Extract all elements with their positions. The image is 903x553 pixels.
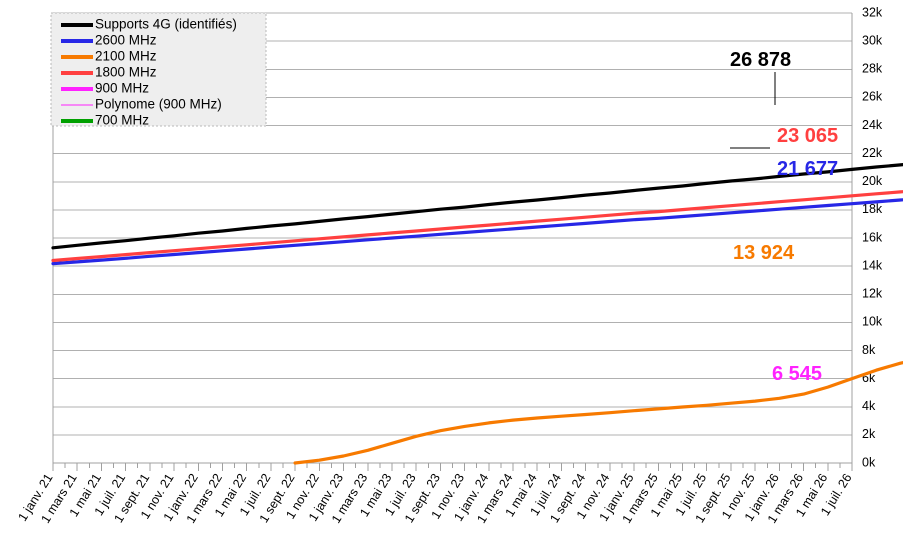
gridlines [53,12,852,464]
y-tick-label: 20k [862,174,883,188]
legend-item-3[interactable]: 1800 MHz [61,65,157,80]
legend-item-2[interactable]: 2100 MHz [61,49,157,64]
value-label-2: 13 924 [733,242,795,264]
value-label-0: 26 878 [730,49,791,71]
y-tick-label: 8k [862,343,876,357]
y-tick-label: 14k [862,258,883,272]
legend-background [50,12,267,127]
y-tick-label: 16k [862,230,883,244]
y-tick-label: 26k [862,90,883,104]
y-tick-label: 22k [862,146,883,160]
y-tick-label: 10k [862,315,883,329]
legend-item-0[interactable]: Supports 4G (identifiés) [61,17,237,32]
value-label-3: 23 065 [777,125,838,147]
series-value-labels: 26 878 21 677 13 924 23 065 6 545 [730,49,838,385]
legend-label-2: 2100 MHz [95,49,157,64]
x-axis-tick-labels: 1 janv. 211 mars 211 mai 211 juil. 211 s… [15,471,854,526]
value-label-1: 21 677 [777,158,838,180]
legend-item-6[interactable]: 700 MHz [61,113,149,128]
series-line-1 [51,198,903,266]
y-tick-label: 2k [862,427,876,441]
legend-label-4: 900 MHz [95,81,149,96]
y-tick-label: 28k [862,62,883,76]
value-label-4: 6 545 [772,363,822,385]
legend-label-0: Supports 4G (identifiés) [95,17,237,32]
y-tick-label: 0k [862,455,876,469]
y-tick-label: 32k [862,5,883,19]
y-axis-tick-labels: 0k2k4k6k8k10k12k14k16k18k20k22k24k26k28k… [862,5,883,469]
series-line-0 [51,163,903,250]
legend-item-4[interactable]: 900 MHz [61,81,149,96]
legend-label-5: Polynome (900 MHz) [95,97,222,112]
y-tick-label: 24k [862,118,883,132]
series-line-2 [293,360,903,465]
legend-item-1[interactable]: 2600 MHz [61,33,157,48]
y-tick-label: 30k [862,33,883,47]
legend-label-3: 1800 MHz [95,65,157,80]
legend-label-1: 2600 MHz [95,33,157,48]
axes [52,13,853,471]
series-line-3 [51,190,903,263]
y-tick-label: 4k [862,399,876,413]
data-series [51,163,903,465]
y-tick-label: 12k [862,287,883,301]
legend-label-6: 700 MHz [95,113,149,128]
legend-item-5[interactable]: Polynome (900 MHz) [61,97,222,112]
y-tick-label: 18k [862,202,883,216]
